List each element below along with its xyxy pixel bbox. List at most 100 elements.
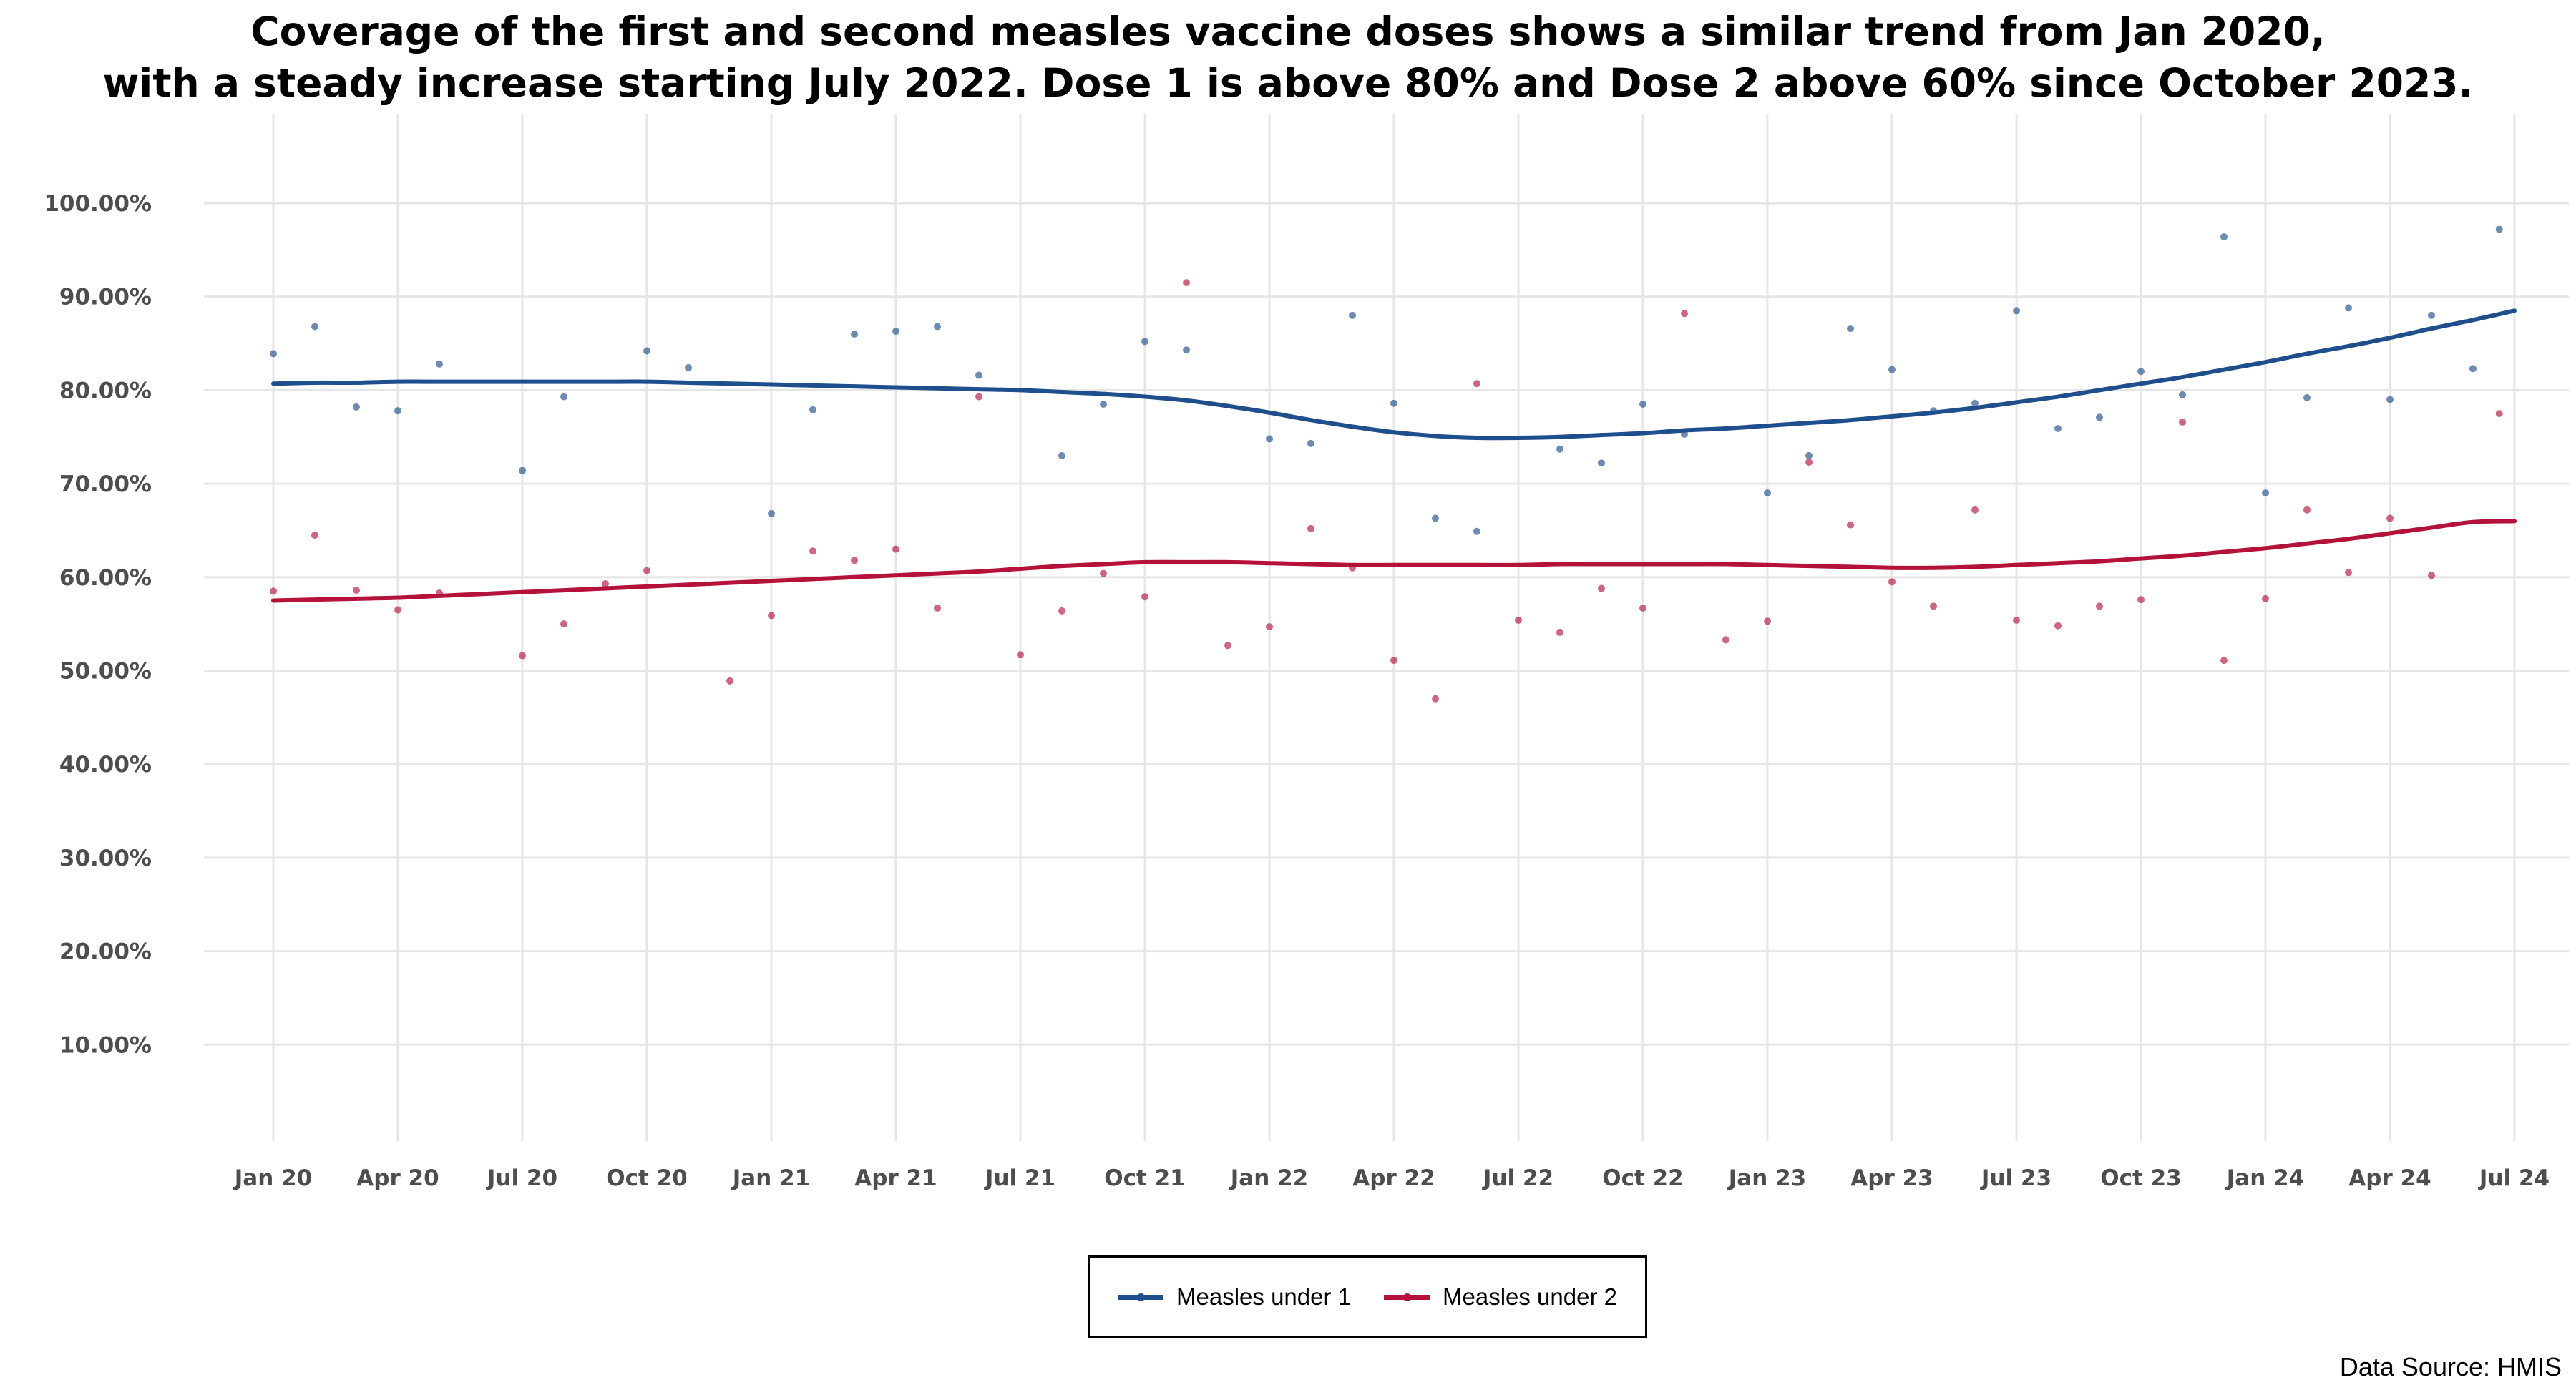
point-measles-under-1: [353, 403, 360, 411]
point-measles-under-2: [1971, 506, 1979, 514]
point-measles-under-2: [394, 606, 401, 614]
point-measles-under-2: [1805, 459, 1813, 466]
legend-label-measles-under-1: Measles under 1: [1176, 1283, 1351, 1310]
point-measles-under-1: [2179, 391, 2186, 398]
point-measles-under-1: [560, 393, 567, 401]
point-measles-under-2: [2386, 514, 2394, 522]
point-measles-under-1: [2345, 304, 2352, 312]
point-measles-under-1: [1307, 439, 1314, 447]
data-source-note: Data Source: HMIS: [2339, 1352, 2562, 1381]
chart-title-line-1: Coverage of the first and second measles…: [250, 9, 2326, 54]
point-measles-under-2: [2262, 594, 2269, 602]
point-measles-under-1: [1058, 451, 1065, 459]
point-measles-under-2: [2220, 657, 2228, 665]
point-measles-under-2: [2137, 596, 2145, 604]
point-measles-under-1: [768, 509, 775, 517]
x-tick-label: Apr 23: [1850, 1165, 1933, 1191]
x-tick-label: Oct 20: [606, 1165, 687, 1191]
point-measles-under-2: [1058, 607, 1065, 615]
point-measles-under-1: [2137, 368, 2145, 376]
trend-line-measles-under-1: [271, 308, 2517, 441]
point-measles-under-2: [851, 557, 858, 564]
point-measles-under-1: [1639, 401, 1646, 408]
y-tick-label: 20.00%: [59, 939, 152, 965]
point-measles-under-2: [1141, 593, 1148, 601]
point-measles-under-1: [2220, 233, 2228, 241]
point-measles-under-1: [685, 364, 692, 372]
point-measles-under-1: [2303, 393, 2311, 401]
point-measles-under-2: [311, 531, 318, 539]
x-tick-label: Oct 21: [1104, 1165, 1185, 1191]
point-measles-under-1: [1764, 489, 1771, 497]
point-measles-under-1: [270, 350, 277, 358]
y-tick-label: 70.00%: [59, 471, 152, 497]
point-measles-under-1: [1888, 366, 1896, 373]
x-axis-ticks: Jan 20 Apr 20 Jul 20 Oct 20 Jan 21 Apr 21 Jul …: [233, 1165, 2550, 1191]
point-measles-under-1: [1432, 514, 1439, 522]
point-measles-under-2: [1266, 623, 1273, 631]
chart-title: Coverage of the first and second measles…: [0, 6, 2576, 109]
point-measles-under-2: [1224, 642, 1231, 650]
legend-key-measles-under-1: [1118, 1293, 1164, 1301]
point-measles-under-2: [1764, 617, 1771, 625]
point-measles-under-2: [2054, 622, 2062, 630]
point-measles-under-2: [602, 579, 609, 587]
point-measles-under-1: [1971, 399, 1979, 407]
point-measles-under-1: [809, 406, 816, 413]
point-measles-under-1: [2054, 424, 2062, 432]
point-measles-under-1: [851, 330, 858, 338]
point-measles-under-2: [1847, 521, 1854, 529]
point-measles-under-2: [2013, 616, 2020, 624]
point-measles-under-2: [1515, 616, 1522, 624]
point-measles-under-1: [519, 466, 526, 474]
point-measles-under-1: [975, 371, 982, 379]
point-measles-under-2: [975, 393, 982, 401]
x-tick-label: Jul 21: [984, 1165, 1055, 1191]
y-tick-label: 50.00%: [59, 659, 152, 685]
point-measles-under-1: [436, 360, 443, 368]
point-measles-under-2: [1888, 578, 1896, 586]
point-measles-under-2: [1473, 380, 1480, 388]
x-tick-label: Jan 21: [731, 1165, 810, 1191]
y-tick-label: 90.00%: [59, 285, 152, 310]
x-tick-label: Jan 23: [1727, 1165, 1806, 1191]
trend-line-measles-under-2: [271, 519, 2517, 603]
point-measles-under-1: [2428, 311, 2435, 319]
point-measles-under-1: [2495, 225, 2503, 233]
x-tick-label: Oct 22: [1602, 1165, 1683, 1191]
x-tick-label: Jul 23: [1980, 1165, 2051, 1191]
point-measles-under-1: [934, 323, 941, 331]
point-measles-under-1: [311, 323, 318, 331]
point-measles-under-2: [1639, 604, 1646, 612]
point-measles-under-1: [394, 407, 401, 415]
point-measles-under-2: [892, 545, 899, 553]
point-measles-under-2: [1556, 628, 1563, 636]
chart-title-line-2: with a steady increase starting July 202…: [102, 60, 2474, 106]
point-measles-under-1: [1183, 346, 1190, 354]
trend-layer: [271, 308, 2517, 603]
point-measles-under-2: [560, 620, 567, 628]
x-tick-label: Jul 20: [486, 1165, 557, 1191]
point-measles-under-2: [934, 604, 941, 612]
y-tick-label: 60.00%: [59, 565, 152, 591]
point-measles-under-1: [1141, 338, 1148, 346]
point-measles-under-2: [643, 567, 650, 574]
y-tick-label: 10.00%: [59, 1032, 152, 1058]
point-measles-under-1: [2013, 307, 2020, 315]
point-measles-under-1: [1805, 451, 1813, 459]
x-tick-label: Jul 24: [2478, 1165, 2550, 1191]
point-measles-under-2: [2495, 410, 2503, 418]
point-measles-under-2: [1100, 569, 1107, 577]
legend-key-measles-under-2: [1384, 1293, 1430, 1301]
y-tick-label: 40.00%: [59, 752, 152, 778]
point-measles-under-1: [1266, 435, 1273, 443]
point-measles-under-1: [2469, 365, 2477, 373]
x-tick-label: Jan 24: [2225, 1165, 2304, 1191]
point-measles-under-2: [809, 547, 816, 555]
point-measles-under-2: [2096, 602, 2103, 610]
point-measles-under-1: [1349, 311, 1356, 319]
x-tick-label: Apr 24: [2348, 1165, 2431, 1191]
legend: Measles under 1 Measles under 2: [1088, 1256, 1647, 1338]
point-measles-under-1: [643, 347, 650, 355]
